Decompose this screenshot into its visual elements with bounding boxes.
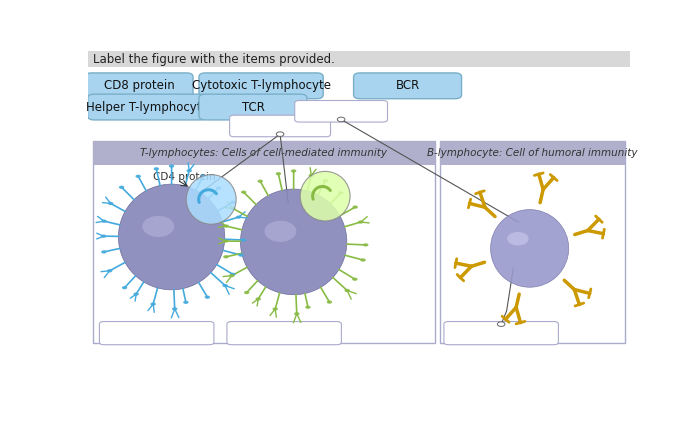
Circle shape: [241, 190, 246, 194]
Circle shape: [230, 273, 235, 276]
Circle shape: [323, 179, 328, 182]
FancyBboxPatch shape: [440, 141, 624, 165]
Circle shape: [200, 174, 206, 178]
Circle shape: [358, 220, 363, 223]
Text: Helper T-lymphocyte: Helper T-lymphocyte: [86, 100, 209, 114]
Circle shape: [119, 186, 125, 189]
FancyBboxPatch shape: [93, 141, 435, 165]
FancyBboxPatch shape: [199, 94, 307, 120]
Circle shape: [107, 269, 113, 272]
Ellipse shape: [118, 184, 225, 290]
Text: Label the figure with the items provided.: Label the figure with the items provided…: [93, 53, 335, 66]
Circle shape: [352, 278, 358, 281]
Circle shape: [272, 307, 278, 311]
Ellipse shape: [265, 221, 296, 242]
Circle shape: [353, 206, 358, 209]
Circle shape: [134, 293, 139, 296]
Circle shape: [101, 234, 106, 238]
Circle shape: [230, 207, 235, 210]
FancyBboxPatch shape: [88, 51, 630, 67]
Circle shape: [183, 301, 188, 304]
Circle shape: [256, 297, 261, 301]
Circle shape: [244, 291, 249, 294]
FancyBboxPatch shape: [354, 73, 461, 99]
Circle shape: [363, 243, 368, 246]
FancyBboxPatch shape: [295, 100, 388, 122]
Text: BCR: BCR: [395, 79, 420, 92]
Circle shape: [223, 224, 229, 228]
Circle shape: [276, 132, 284, 137]
Circle shape: [241, 238, 246, 242]
Text: B-lymphocyte: Cell of humoral immunity: B-lymphocyte: Cell of humoral immunity: [427, 148, 638, 158]
Circle shape: [337, 117, 345, 122]
FancyBboxPatch shape: [230, 115, 330, 137]
Circle shape: [294, 312, 300, 315]
Circle shape: [169, 165, 174, 167]
Circle shape: [236, 215, 241, 219]
Circle shape: [309, 174, 314, 177]
Circle shape: [102, 220, 107, 223]
Text: TCR: TCR: [241, 100, 265, 114]
Text: CD8 protein: CD8 protein: [104, 79, 174, 92]
Circle shape: [327, 301, 332, 304]
Circle shape: [338, 191, 344, 195]
Circle shape: [150, 302, 156, 306]
Circle shape: [172, 307, 177, 310]
Circle shape: [153, 167, 159, 170]
Circle shape: [344, 289, 350, 292]
Ellipse shape: [142, 216, 174, 237]
Circle shape: [204, 296, 210, 299]
Circle shape: [229, 274, 234, 277]
Circle shape: [136, 175, 141, 178]
Ellipse shape: [300, 171, 350, 221]
Circle shape: [305, 306, 311, 309]
FancyBboxPatch shape: [444, 321, 559, 345]
Text: CD4 protein: CD4 protein: [153, 172, 215, 181]
Circle shape: [186, 169, 192, 172]
Circle shape: [101, 250, 106, 254]
Circle shape: [258, 180, 263, 183]
Circle shape: [291, 169, 296, 173]
Ellipse shape: [186, 175, 236, 224]
Text: Cytotoxic T-lymphocyte: Cytotoxic T-lymphocyte: [192, 79, 330, 92]
Ellipse shape: [491, 209, 568, 287]
FancyBboxPatch shape: [85, 73, 193, 99]
Circle shape: [498, 322, 505, 326]
FancyBboxPatch shape: [227, 321, 342, 345]
Circle shape: [223, 284, 228, 287]
Circle shape: [360, 258, 366, 262]
FancyBboxPatch shape: [99, 321, 214, 345]
Text: T-lymphocytes: Cells of cell-mediated immunity: T-lymphocytes: Cells of cell-mediated im…: [140, 148, 387, 158]
FancyBboxPatch shape: [199, 73, 323, 99]
Ellipse shape: [241, 189, 346, 295]
Circle shape: [216, 187, 221, 190]
Circle shape: [276, 172, 281, 176]
FancyBboxPatch shape: [88, 94, 206, 120]
Circle shape: [238, 254, 244, 257]
Circle shape: [230, 201, 236, 204]
FancyBboxPatch shape: [440, 141, 624, 343]
Circle shape: [122, 286, 127, 289]
Circle shape: [108, 202, 113, 205]
Ellipse shape: [508, 232, 528, 245]
Circle shape: [223, 255, 229, 259]
Circle shape: [223, 240, 228, 243]
FancyBboxPatch shape: [93, 141, 435, 343]
